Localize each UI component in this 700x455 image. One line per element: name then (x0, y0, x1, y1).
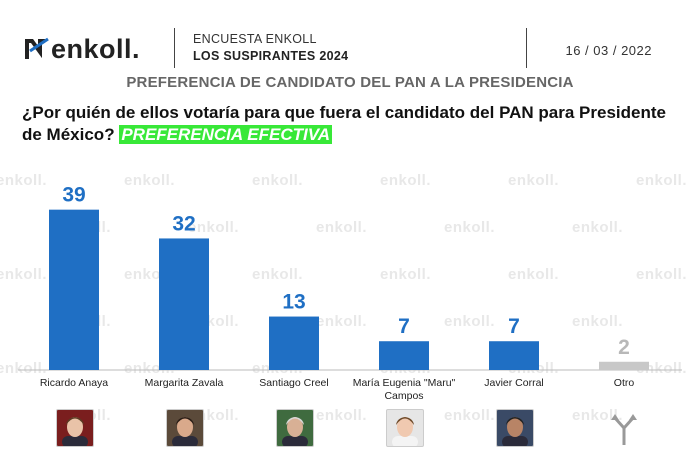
candidate-photo (166, 409, 204, 447)
bar (269, 316, 319, 370)
category-label: Ricardo Anaya (40, 377, 108, 389)
data-label: 2 (618, 336, 630, 359)
watermark: enkoll. (188, 219, 240, 236)
portrait-icon (502, 417, 528, 446)
candidate-photo (386, 409, 424, 447)
portrait-icon (62, 417, 88, 446)
watermark: enkoll. (380, 266, 432, 283)
watermark: enkoll. (316, 407, 368, 424)
bar (159, 238, 209, 370)
watermark: enkoll. (572, 313, 624, 330)
watermark: enkoll. (124, 172, 176, 189)
watermark: enkoll. (508, 266, 560, 283)
watermark: enkoll. (316, 313, 368, 330)
watermark: enkoll. (252, 266, 304, 283)
bar (489, 341, 539, 370)
category-label: Otro (614, 377, 635, 389)
split-arrows-icon (611, 414, 637, 445)
category-label: Margarita Zavala (145, 377, 224, 389)
bar (379, 341, 429, 370)
portrait-icon (282, 417, 308, 446)
candidate-photo (276, 409, 314, 447)
question-text: ¿Por quién de ellos votaría para que fue… (22, 103, 666, 144)
question-highlight: PREFERENCIA EFECTIVA (119, 125, 333, 144)
category-label: Javier Corral (484, 377, 544, 389)
survey-name: LOS SUSPIRANTES 2024 (193, 49, 349, 63)
watermark: enkoll. (444, 407, 496, 424)
portrait-icon (392, 417, 418, 446)
data-label: 13 (282, 291, 305, 314)
watermark: enkoll. (444, 219, 496, 236)
watermark: enkoll. (316, 219, 368, 236)
survey-label: ENCUESTA ENKOLL (193, 32, 317, 46)
enkoll-logo-icon (25, 37, 49, 59)
bar (49, 209, 99, 370)
header-divider-left (174, 28, 175, 68)
brand-name: enkoll. (51, 33, 141, 64)
data-label: 39 (62, 184, 85, 207)
watermark: enkoll. (0, 266, 48, 283)
enkoll-logo: enkoll. (24, 34, 140, 64)
data-label: 32 (172, 212, 195, 235)
watermark: enkoll. (252, 172, 304, 189)
watermark: enkoll. (636, 266, 688, 283)
bar (599, 361, 649, 370)
category-label: María Eugenia "Maru" (353, 377, 456, 389)
data-label: 7 (508, 315, 520, 338)
header-divider-right (526, 28, 527, 68)
watermark: enkoll. (572, 407, 624, 424)
data-label: 7 (398, 315, 410, 338)
watermark: enkoll. (636, 172, 688, 189)
candidate-photo (56, 409, 94, 447)
watermark: enkoll. (508, 172, 560, 189)
chart-title: PREFERENCIA DE CANDIDATO DEL PAN A LA PR… (126, 74, 574, 91)
watermark: enkoll. (0, 360, 48, 377)
category-label: Santiago Creel (259, 377, 328, 389)
survey-date: 16 / 03 / 2022 (565, 43, 652, 58)
watermark: enkoll. (380, 172, 432, 189)
watermark: enkoll. (444, 313, 496, 330)
category-label: Campos (384, 390, 423, 402)
candidate-photo (496, 409, 534, 447)
watermark: enkoll. (0, 172, 48, 189)
watermark: enkoll. (572, 219, 624, 236)
portrait-icon (172, 417, 198, 446)
question: ¿Por quién de ellos votaría para que fue… (22, 102, 682, 146)
